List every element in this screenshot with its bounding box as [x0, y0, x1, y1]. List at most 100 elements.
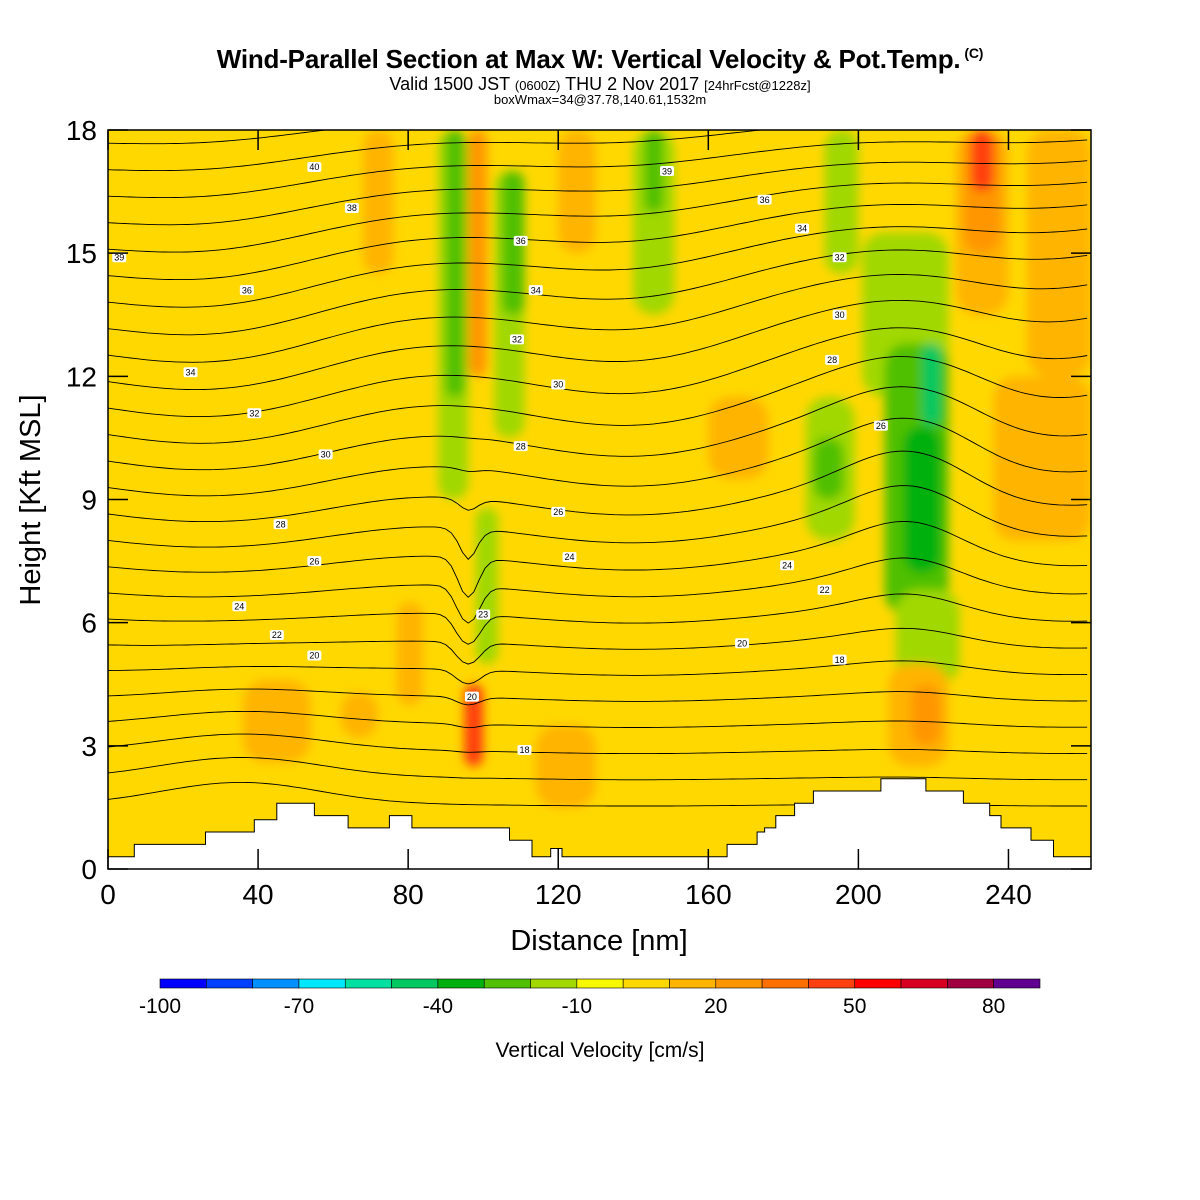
isentrope — [108, 38, 1087, 64]
copyright-mark: (C) — [964, 45, 984, 62]
x-tick-label: 200 — [835, 879, 882, 910]
isentrope-label: 32 — [247, 408, 262, 418]
isentrope-label-text: 32 — [249, 408, 259, 418]
colorbar-swatch — [576, 978, 624, 989]
isentrope-label: 26 — [551, 506, 566, 517]
x-tick-label: 0 — [100, 879, 116, 910]
colorbar-swatch — [669, 978, 717, 989]
y-tick-label: 3 — [81, 731, 97, 762]
isentrope — [108, 299, 1088, 391]
colorbar-swatch — [298, 978, 346, 989]
isentrope — [108, 160, 1088, 226]
isentrope-label: 39 — [112, 252, 127, 262]
isentrope — [108, 627, 1088, 665]
isentrope-label: 22 — [817, 584, 832, 595]
colorbar-tick-label: -40 — [423, 995, 453, 1018]
isentrope-label-text: 38 — [347, 203, 357, 213]
w-cell — [396, 602, 424, 705]
x-tick-label: 160 — [685, 879, 732, 910]
chart-title: Wind-Parallel Section at Max W: Vertical… — [0, 44, 1200, 75]
y-axis-title: Height [Kft MSL] — [15, 394, 47, 605]
valid-date: THU 2 Nov 2017 — [565, 74, 700, 94]
x-tick-label: 80 — [393, 879, 424, 910]
isentrope-label: 26 — [307, 556, 322, 566]
colorbar-tick-label: -10 — [562, 995, 592, 1018]
isentrope-label-text: 26 — [876, 421, 886, 431]
isentrope-label: 20 — [735, 638, 750, 648]
w-cell — [903, 425, 941, 574]
isentrope-label: 36 — [757, 194, 772, 205]
isentrope-label-text: 34 — [531, 285, 541, 295]
valid-utc: (0600Z) — [514, 78, 561, 93]
isentrope — [108, 356, 1088, 444]
isentrope-label: 24 — [562, 551, 577, 562]
terrain — [108, 778, 1091, 869]
colorbar-swatch — [808, 978, 856, 989]
colorbar-swatch — [947, 978, 994, 989]
isentrope-label: 20 — [307, 650, 322, 661]
y-tick-label: 6 — [81, 608, 97, 639]
w-cell — [501, 171, 525, 315]
isentrope — [108, 733, 1088, 755]
x-tick-label: 240 — [985, 879, 1032, 910]
colorbar-swatch — [715, 978, 763, 989]
isentrope-label: 23 — [476, 609, 491, 620]
isentrope — [108, 181, 1088, 253]
isentrope — [108, 130, 766, 172]
colorbar-swatch — [206, 978, 253, 989]
isentrope-labels: 40 38 39 36 34 32 30 28 26 24 22 20 36 34 32 30 28 26 24 23… — [112, 161, 888, 755]
isentrope — [108, 557, 1088, 624]
x-axis-title: Distance [nm] — [510, 925, 687, 957]
colorbar-swatch — [993, 978, 1041, 989]
isentrope-label-text: 18 — [835, 655, 845, 665]
isentrope-label: 20 — [464, 691, 479, 702]
terrain-mask — [108, 778, 1091, 869]
isentrope-label-text: 28 — [827, 355, 837, 365]
isentrope-label: 24 — [780, 560, 795, 570]
vertical-velocity-field — [108, 130, 1091, 869]
isentrope — [108, 204, 1088, 281]
w-cell — [340, 692, 379, 738]
isentrope-label-text: 22 — [820, 585, 830, 595]
isentrope — [108, 249, 1088, 336]
w-cell — [993, 376, 1091, 541]
isentrope — [108, 139, 1088, 199]
isentrope-label-text: 20 — [737, 638, 747, 648]
isentrope-label-text: 30 — [835, 310, 845, 320]
colorbar-swatch — [437, 978, 485, 989]
isentrope-label-text: 40 — [309, 162, 319, 172]
isentrope-label: 32 — [509, 334, 524, 345]
isentrope — [108, 485, 1088, 560]
isentrope-label-text: 30 — [321, 450, 331, 460]
w-cell — [813, 437, 844, 500]
colorbar-swatch — [761, 978, 809, 989]
isentrope-label-text: 36 — [760, 195, 770, 205]
isentrope-label-text: 39 — [114, 252, 124, 262]
w-cell — [535, 725, 596, 808]
isentrope-label-text: 32 — [835, 252, 845, 262]
w-cell — [468, 130, 487, 377]
colorbar-swatch — [854, 978, 902, 989]
colorbar-swatch — [900, 978, 948, 989]
isentrope-label: 34 — [183, 367, 198, 377]
forecast-info: [24hrFcst@1228z] — [704, 78, 811, 93]
colorbar-swatch — [159, 978, 207, 989]
isentrope — [108, 59, 1087, 91]
isentrope-label: 28 — [273, 519, 288, 529]
colorbar-swatch — [622, 978, 670, 989]
isentrope-label: 22 — [269, 629, 284, 640]
isentrope-label: 38 — [344, 203, 359, 213]
colorbar-swatch — [391, 978, 439, 989]
isentrope — [108, 130, 330, 145]
title-main: Wind-Parallel Section at Max W: Vertical… — [216, 44, 961, 74]
isentrope-label: 24 — [232, 601, 247, 611]
isentrope-label-text: 23 — [478, 610, 488, 620]
w-cell — [363, 130, 394, 274]
w-cell — [970, 130, 994, 192]
box-info: boxWmax=34@37.78,140.61,1532m — [493, 92, 707, 107]
isentrope — [108, 226, 1088, 308]
isentrope-label: 39 — [660, 166, 675, 176]
isentrope-label-text: 36 — [516, 236, 526, 246]
isentrope-label-text: 18 — [519, 745, 529, 755]
